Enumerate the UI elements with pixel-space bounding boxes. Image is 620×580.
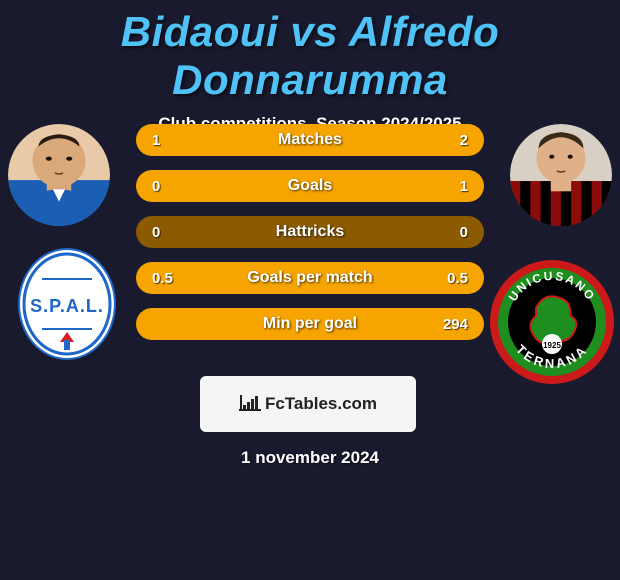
stat-value-right: 294 <box>443 316 468 333</box>
page-title: Bidaoui vs Alfredo Donnarumma <box>0 0 620 104</box>
svg-text:S.P.A.L.: S.P.A.L. <box>30 296 104 316</box>
stat-value-left: 0 <box>152 224 160 241</box>
stat-row: 0 Goals 1 <box>136 170 484 202</box>
stat-value-left: 0 <box>152 178 160 195</box>
stat-row: Min per goal 294 <box>136 308 484 340</box>
stat-value-left: 1 <box>152 132 160 149</box>
stat-row: 0 Hattricks 0 <box>136 216 484 248</box>
footer-date: 1 november 2024 <box>0 448 620 468</box>
stat-label: Matches <box>278 131 342 149</box>
stat-value-right: 0.5 <box>447 270 468 287</box>
svg-text:1925: 1925 <box>543 341 561 350</box>
chart-icon <box>239 395 261 413</box>
brand-box: FcTables.com <box>200 376 416 432</box>
stat-bars: 1 Matches 2 0 Goals 1 0 Hattricks 0 0.5 Goals per … <box>136 124 484 354</box>
stat-label: Goals per match <box>247 269 372 287</box>
player-right-avatar <box>510 124 612 226</box>
stat-value-left: 0.5 <box>152 270 173 287</box>
stat-value-right: 0 <box>460 224 468 241</box>
stat-label: Goals <box>288 177 332 195</box>
brand-label: FcTables.com <box>239 394 377 414</box>
brand-text: FcTables.com <box>265 394 377 414</box>
stat-value-right: 2 <box>460 132 468 149</box>
stat-row: 1 Matches 2 <box>136 124 484 156</box>
player-left-avatar <box>8 124 110 226</box>
stat-value-right: 1 <box>460 178 468 195</box>
stat-label: Hattricks <box>276 223 344 241</box>
club-crest-right: UNICUSANO TERNANA 1925 <box>488 258 616 386</box>
club-crest-left: S.P.A.L. <box>12 244 132 364</box>
stat-label: Min per goal <box>263 315 357 333</box>
stat-row: 0.5 Goals per match 0.5 <box>136 262 484 294</box>
